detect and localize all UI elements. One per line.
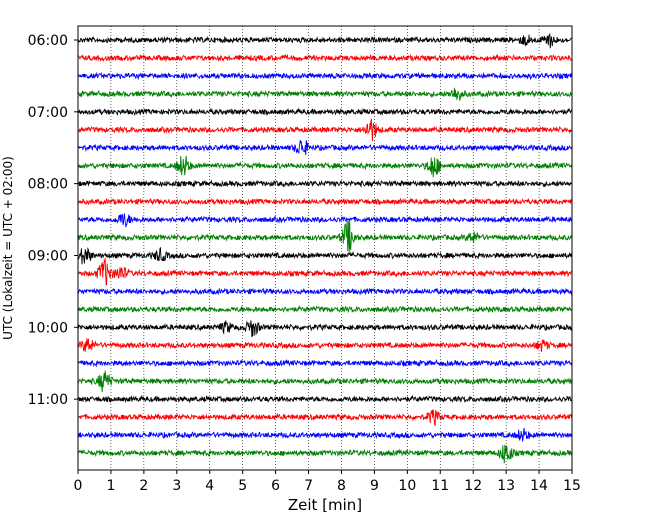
y-tick-label: 07:00: [28, 105, 68, 121]
x-tick-label: 13: [497, 478, 515, 494]
trace-0615: [77, 53, 573, 63]
x-tick-label: 12: [464, 478, 482, 494]
x-tick-label: 0: [74, 478, 83, 494]
x-tick-label: 11: [431, 478, 449, 494]
x-tick-label: 10: [398, 478, 416, 494]
trace-0715: [77, 118, 573, 142]
trace-0800: [77, 179, 573, 188]
trace-0945: [77, 305, 573, 314]
trace-0815: [77, 197, 573, 206]
trace-1015: [77, 338, 573, 352]
x-tick-label: 5: [238, 478, 247, 494]
x-tick-label: 14: [530, 478, 548, 494]
trace-1145: [77, 444, 573, 464]
x-tick-label: 3: [172, 478, 181, 494]
y-axis-ticks: 06:00 07:00 08:00 09:00 10:00 11:00: [28, 33, 78, 408]
x-tick-label: 6: [271, 478, 280, 494]
plot-area-frame: [77, 25, 573, 471]
trace-0845: [77, 220, 573, 253]
x-tick-label: 8: [337, 478, 346, 494]
trace-0730: [77, 139, 573, 155]
trace-0900: [77, 247, 573, 265]
x-tick-label: 1: [106, 478, 115, 494]
x-tick-label: 15: [563, 478, 581, 494]
y-axis-label: UTC (Lokalzeit = UTC + 02:00): [1, 156, 15, 340]
trace-0645: [77, 87, 573, 101]
x-tick-label: 4: [205, 478, 214, 494]
trace-1130: [77, 427, 573, 442]
trace-0930: [77, 286, 573, 296]
trace-0700: [77, 107, 573, 117]
trace-1100: [77, 394, 573, 404]
x-tick-label: 7: [304, 478, 313, 494]
trace-1045: [77, 370, 573, 393]
seismic-traces: [77, 33, 573, 464]
trace-0600: [77, 33, 573, 49]
vertical-gridlines: [110, 26, 540, 470]
y-tick-label: 09:00: [28, 248, 68, 264]
trace-0630: [77, 71, 573, 81]
trace-0915: [77, 257, 573, 286]
trace-1000: [77, 320, 573, 338]
x-axis-label: Zeit [min]: [288, 496, 362, 514]
y-tick-label: 11:00: [28, 392, 68, 408]
trace-1030: [77, 358, 573, 368]
trace-0745: [77, 156, 573, 178]
y-tick-label: 08:00: [28, 177, 68, 193]
trace-0830: [77, 213, 573, 228]
y-tick-label: 06:00: [28, 33, 68, 49]
x-axis-ticks: 0 1 2 3 4 5 6 7 8 9 10 11 12 13 14 15: [74, 470, 581, 494]
trace-1115: [77, 409, 573, 427]
x-tick-label: 2: [139, 478, 148, 494]
y-tick-label: 10:00: [28, 320, 68, 336]
x-tick-label: 9: [370, 478, 379, 494]
